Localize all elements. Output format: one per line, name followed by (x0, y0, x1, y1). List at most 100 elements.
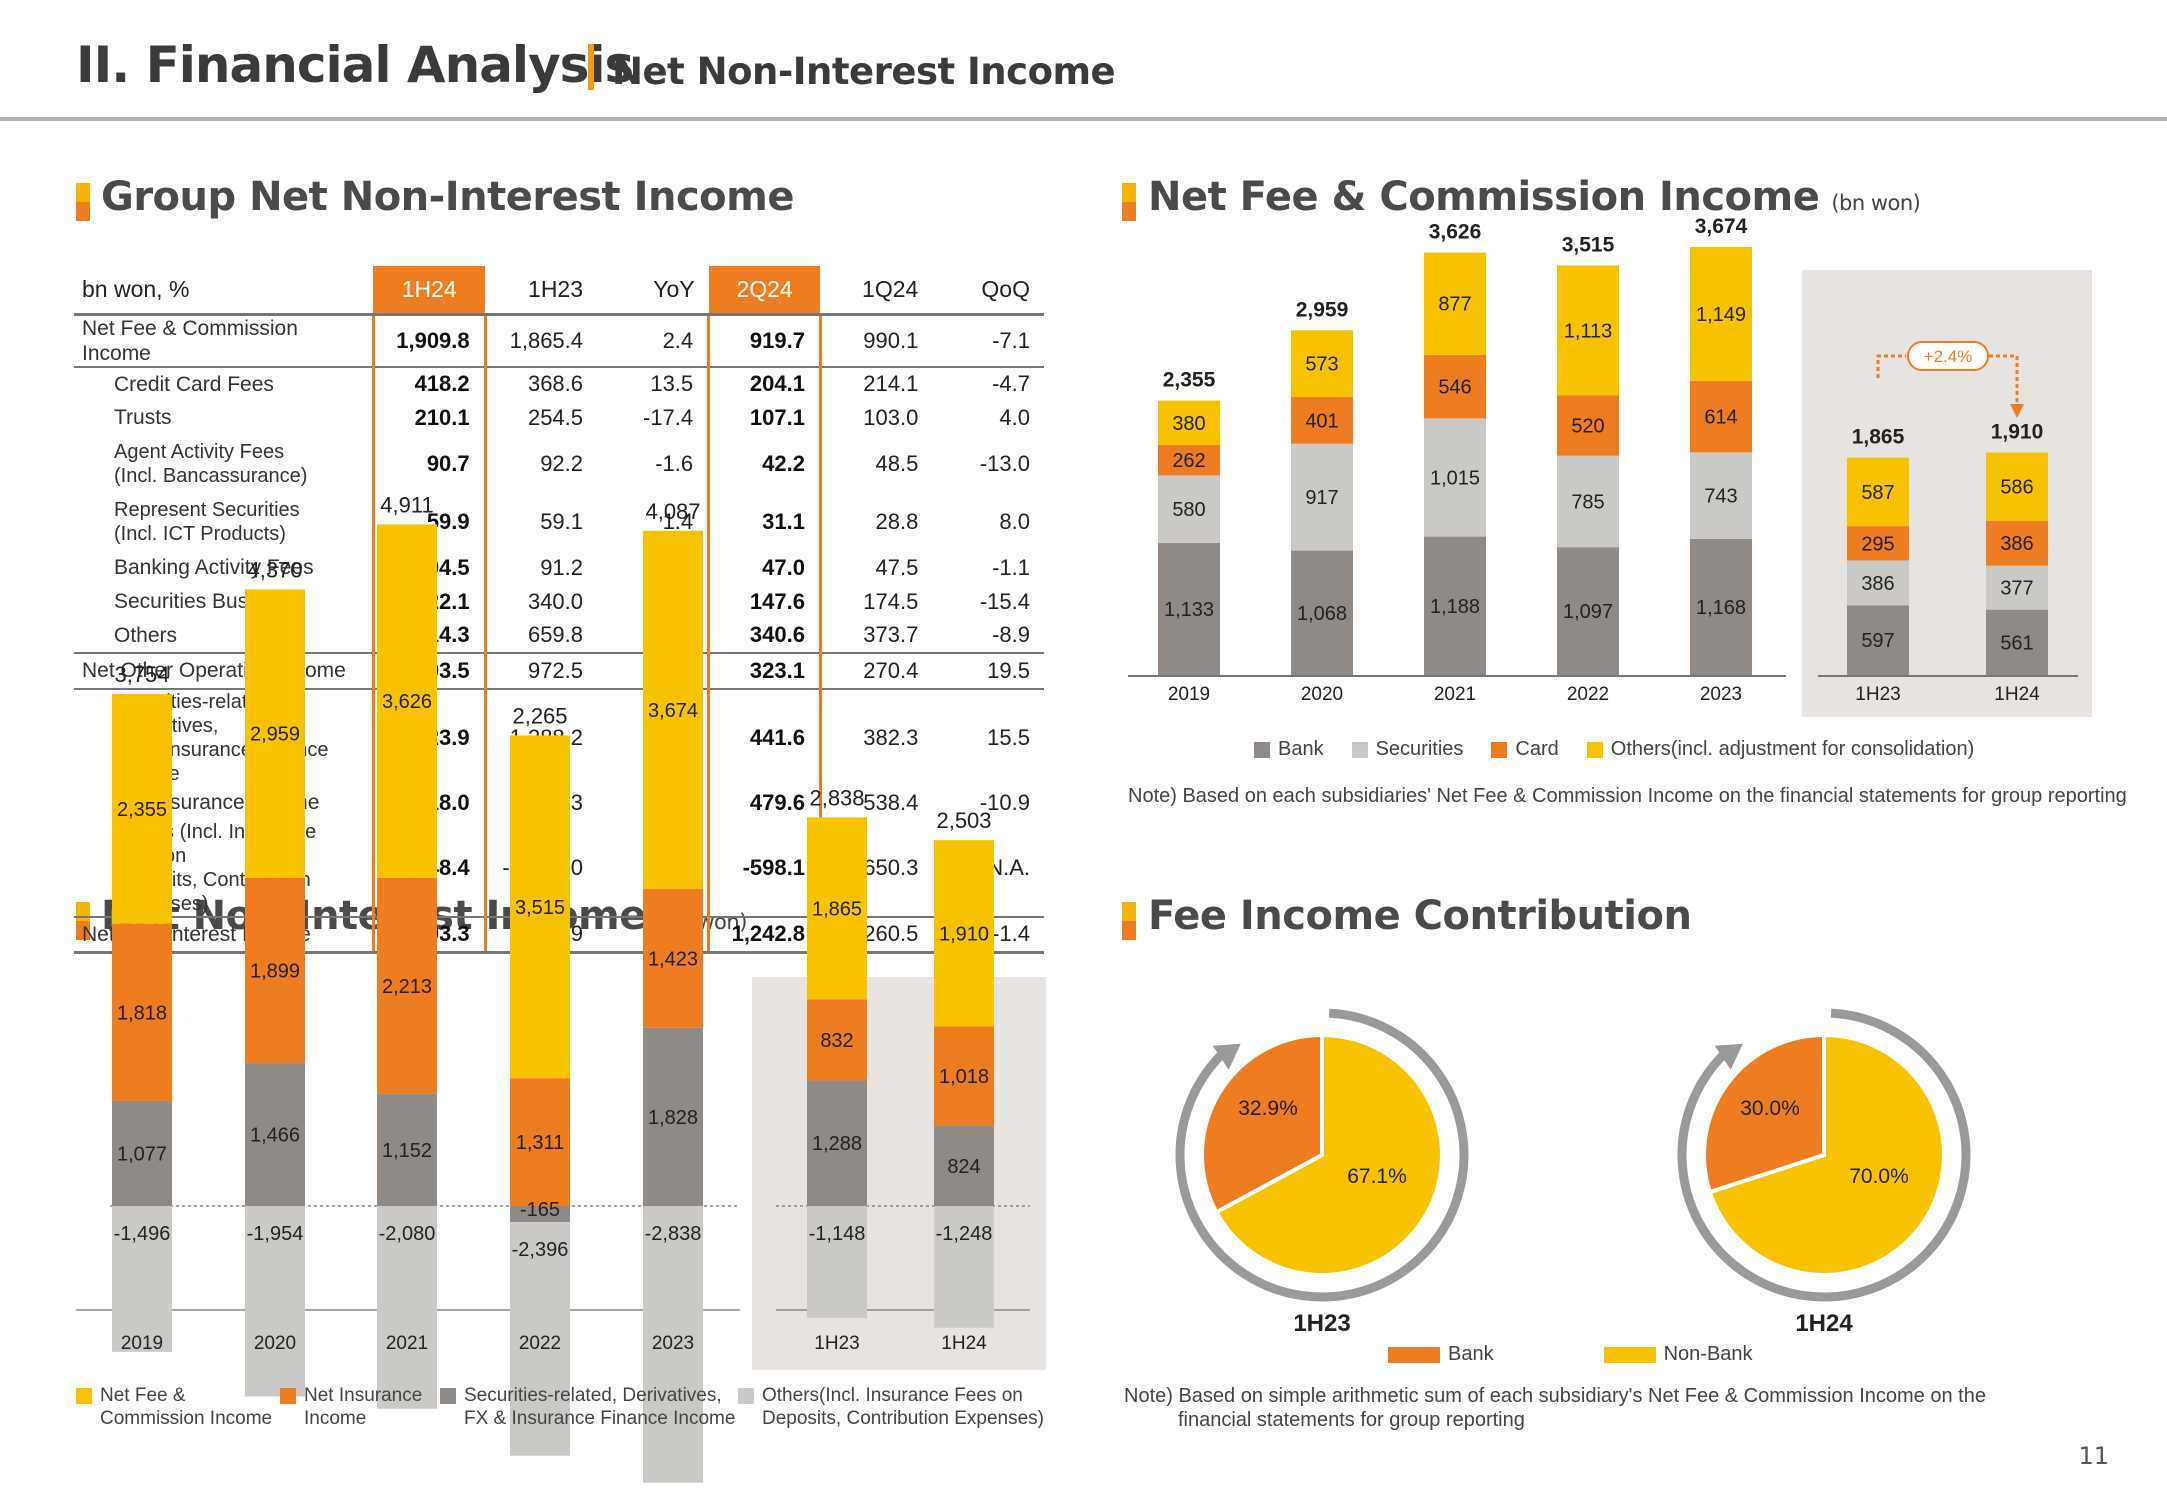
page-number: 11 (2078, 1442, 2109, 1470)
data-label: 1,097 (1563, 601, 1613, 623)
table-cell: 538.4 (863, 789, 919, 815)
bar-segment (1158, 475, 1220, 544)
table-cell: -7.1 (932, 313, 1044, 368)
bar-segment (1424, 354, 1486, 419)
table-cell: 1.4 (662, 508, 694, 534)
legend-swatch (1603, 1347, 1656, 1363)
bar-segment (643, 1206, 703, 1483)
pie-label-non-bank: 70.0% (1849, 1165, 1909, 1188)
table-cell: 147.6 (707, 584, 822, 619)
data-label: 1,015 (1430, 467, 1480, 489)
data-label: 587 (1861, 482, 1894, 504)
legend-label: Securities-related, Derivatives, FX & In… (464, 1385, 736, 1429)
section-marker (76, 183, 90, 221)
data-label: 561 (2000, 632, 2033, 654)
data-label: 1,149 (1696, 304, 1746, 326)
legend-item: Non-Bank (1603, 1343, 1753, 1366)
table-cell: 8.0 (999, 508, 1030, 534)
total-label: 2,503 (936, 808, 991, 833)
bar-segment (510, 1078, 570, 1206)
legend-label: Net Fee & Commission Income (100, 1385, 273, 1429)
table-cell: 19.5 (932, 651, 1044, 690)
arc-arrow-head (1212, 1043, 1241, 1070)
legend-item: Card (1491, 738, 1559, 761)
x-tick-label: 2019 (1168, 684, 1210, 705)
data-label: 1,018 (939, 1066, 989, 1088)
bar-segment (377, 1206, 437, 1409)
data-label: 377 (2000, 578, 2033, 600)
table-row: Credit Card Fees 418.2 368.6 13.5 204.1 214.1… (74, 366, 1044, 401)
table-row: Agent Activity Fees (Incl. Bancassurance)… (74, 434, 1044, 493)
row-label: Agent Activity Fees (Incl. Bancassurance) (114, 440, 308, 487)
legend-swatch (1586, 742, 1603, 758)
bar-segment (1557, 547, 1619, 675)
bar-segment (510, 1206, 570, 1223)
bar-segment (112, 1100, 172, 1206)
arrow-head (2010, 404, 2024, 418)
data-label: 785 (1571, 491, 1604, 513)
contrib-section-title: Fee Income Contribution (1148, 893, 1692, 939)
bar-segment (643, 1027, 703, 1206)
table-cell: -1.1 (992, 554, 1030, 580)
legend-item: Bank (1254, 738, 1324, 761)
table-cell: 92.2 (540, 450, 584, 476)
total-label: 2,838 (809, 785, 864, 810)
data-label: 917 (1305, 487, 1338, 509)
table-cell: 373.7 (863, 622, 919, 647)
legend-swatch (280, 1388, 296, 1404)
table-cell: 919.7 (707, 313, 822, 368)
bar-segment (112, 923, 172, 1101)
half-year-panel (752, 977, 1046, 1370)
data-label: 1,068 (1297, 603, 1347, 625)
x-tick-label: 1H24 (1994, 684, 2040, 705)
total-label: 4,087 (645, 499, 700, 524)
bar-segment (934, 1125, 994, 1206)
bar-segment (807, 817, 867, 1000)
data-label: 1,133 (1164, 599, 1214, 621)
data-label: 3,674 (648, 700, 698, 722)
legend-item: Others(Incl. Insurance Fees on Deposits,… (738, 1384, 1044, 1430)
bar-segment (245, 1063, 305, 1206)
table-cell: 59.1 (540, 508, 584, 534)
data-label: 380 (1172, 413, 1205, 435)
bar-segment (1986, 520, 2048, 566)
fee-note: Note) Based on each subsidiaries' Net Fe… (1128, 785, 2127, 807)
bar-segment (1690, 246, 1752, 381)
bar-segment (112, 694, 172, 924)
table-cell: 254.5 (527, 404, 584, 430)
data-label: 1,466 (250, 1125, 300, 1147)
table-cell: -4.7 (992, 371, 1030, 396)
data-label: 877 (1438, 294, 1471, 316)
table-cell: 90.7 (371, 434, 487, 493)
bar-segment (377, 877, 437, 1094)
table-cell: 214.1 (863, 371, 919, 396)
data-label: 1,077 (117, 1143, 167, 1165)
row-label: Others (114, 623, 178, 647)
table-cell: -13.0 (979, 450, 1030, 476)
pie-slice-bank (1200, 1032, 1324, 1215)
table-row: Trusts 210.1 254.5 -17.4 107.1 103.0 4.0 (74, 400, 1044, 435)
pie-slice-bank (1702, 1032, 1826, 1195)
bar-segment (1158, 400, 1220, 445)
legend-label: Card (1515, 738, 1559, 760)
legend-label: Non-Bank (1663, 1343, 1753, 1365)
legend-label: Net Insurance Income (304, 1385, 423, 1429)
bar-segment (1424, 252, 1486, 355)
legend-item: Securities (1351, 738, 1463, 761)
total-label: 1,865 (1852, 426, 1905, 449)
legend-swatch (738, 1388, 754, 1404)
table-header: QoQ (932, 266, 1044, 316)
pie-title: 1H23 (1293, 1310, 1350, 1337)
bar-segment (377, 1093, 437, 1206)
bar-segment (1690, 452, 1752, 539)
total-label: 1,910 (1991, 420, 2044, 443)
table-cell: 28.8 (875, 508, 919, 534)
legend-item: Net Fee & Commission Income (76, 1384, 272, 1430)
bar-segment (1291, 443, 1353, 551)
table-cell: -8.9 (992, 622, 1030, 647)
data-label: 1,828 (648, 1107, 698, 1129)
data-label: 1,152 (382, 1140, 432, 1162)
arc-arrow-head (1714, 1043, 1743, 1070)
table-cell: 42.2 (707, 434, 822, 493)
data-label: 586 (2000, 477, 2033, 499)
